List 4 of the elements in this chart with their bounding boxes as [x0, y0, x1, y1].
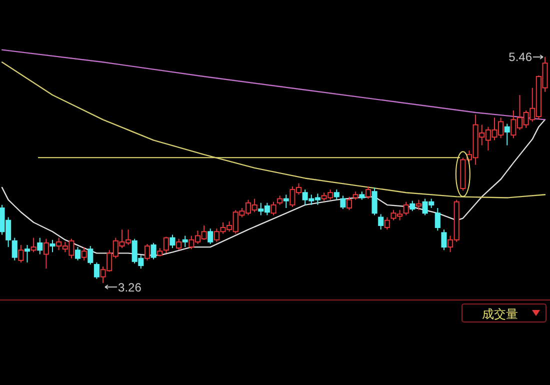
text: 成交量 — [482, 307, 518, 321]
candlestick — [283, 194, 289, 209]
annotation: 3.26 — [118, 280, 142, 294]
annotation: 5.46 — [508, 50, 532, 64]
